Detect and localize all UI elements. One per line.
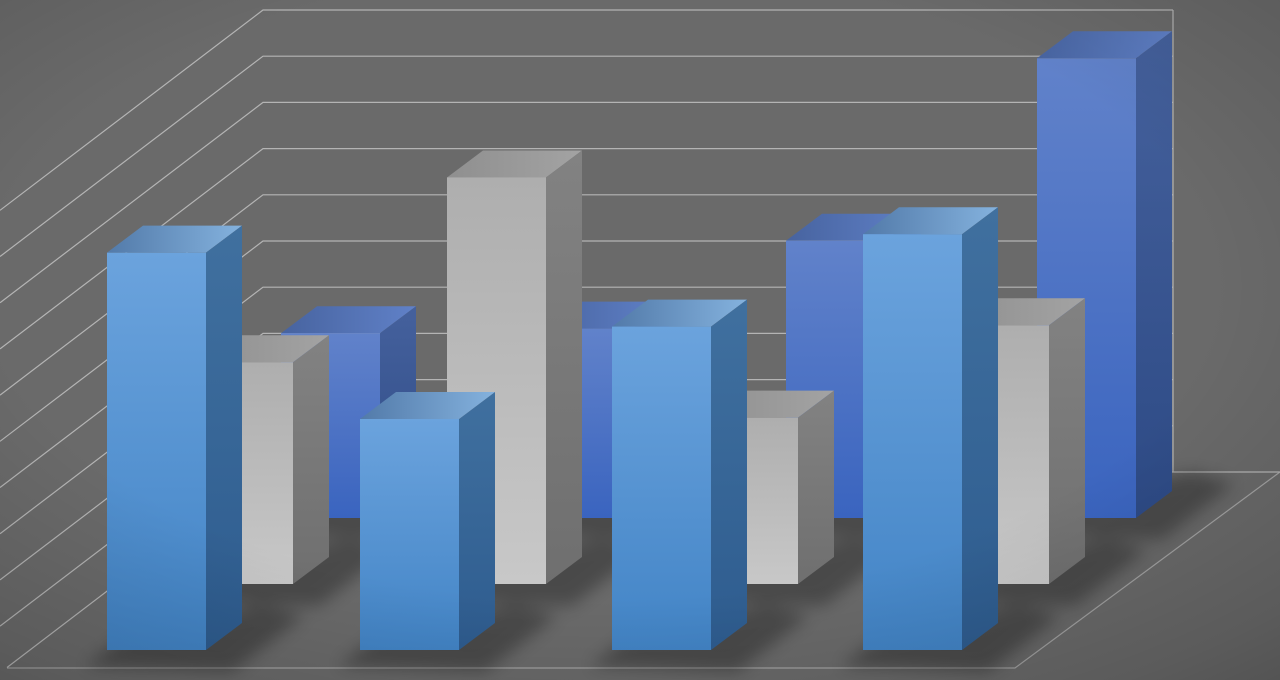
bar-side-face	[1049, 298, 1085, 584]
bar-dark-blue-back-row-group-4	[1037, 31, 1172, 519]
bar-top-face	[612, 299, 747, 327]
bar-top-face	[863, 207, 998, 235]
bar-top-face	[447, 150, 582, 178]
bar-front-face	[863, 234, 962, 650]
bar-side-face	[962, 207, 998, 650]
floor-outline	[7, 471, 1280, 669]
bar-light-blue-front-row-group-4	[863, 207, 998, 650]
gridline	[0, 194, 1173, 396]
bar-front-face	[612, 326, 711, 650]
bar-top-face	[107, 225, 242, 253]
bar-side-face	[206, 225, 242, 650]
bar-top-face	[360, 392, 495, 419]
gridline	[0, 55, 1173, 258]
bar-top-face	[1037, 31, 1172, 59]
bar-side-face	[1136, 31, 1172, 519]
bars-layer	[107, 31, 1172, 650]
bar-light-blue-front-row-group-2	[360, 392, 495, 650]
bar-light-blue-front-row-group-1	[107, 225, 242, 650]
bar-side-face	[798, 390, 834, 584]
bar-gray-middle-row-group-2	[447, 150, 582, 584]
gridline	[0, 9, 1173, 211]
gridline	[0, 101, 1173, 304]
bar-front-face	[107, 252, 206, 650]
bar-side-face	[711, 299, 747, 650]
bar-light-blue-front-row-group-3	[612, 299, 747, 650]
floor-edge	[7, 471, 1280, 669]
bar-front-face	[360, 419, 459, 650]
bar-top-face	[281, 306, 416, 334]
bar-side-face	[293, 335, 329, 584]
gridline	[0, 148, 1173, 350]
bar-side-face	[546, 150, 582, 584]
bar-side-face	[459, 392, 495, 650]
